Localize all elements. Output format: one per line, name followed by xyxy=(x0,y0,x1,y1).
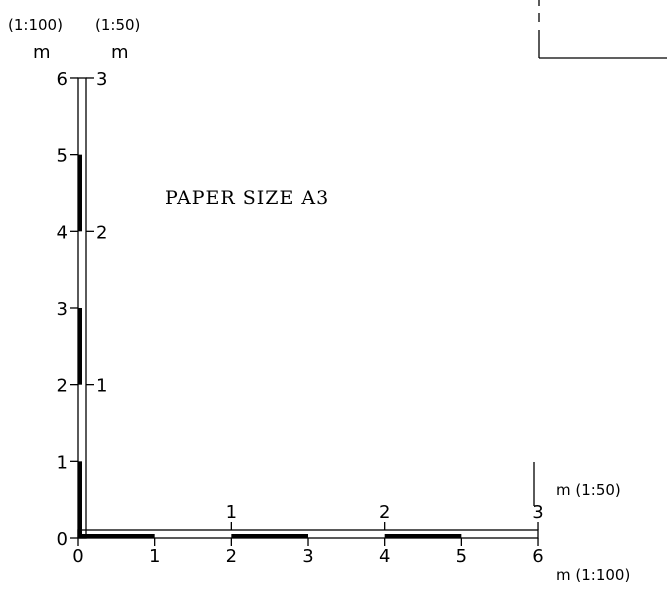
frame-corner xyxy=(538,0,667,59)
horizontal-tick-label-100-6: 6 xyxy=(532,546,543,567)
vertical-tick-label-100-6: 6 xyxy=(57,69,68,90)
vertical-tick-label-100-0: 0 xyxy=(57,529,68,550)
vertical-tick-label-50-1: 1 xyxy=(96,376,107,397)
vertical-tick-label-100-4: 4 xyxy=(57,222,68,243)
unit-50-label: m xyxy=(111,42,129,63)
vertical-tick-label-100-1: 1 xyxy=(57,452,68,473)
vertical-fill-segment-2 xyxy=(78,154,82,232)
horizontal-tick-label-100-1: 1 xyxy=(149,546,160,567)
horizontal-scale-bar: 0 1 2 3 4 5 6 1 2 3 m (1:50) m (1:100) xyxy=(72,462,630,584)
horizontal-ticks-1-100: 0 1 2 3 4 5 6 xyxy=(72,538,544,567)
horizontal-fill-segments xyxy=(78,534,462,538)
vertical-fill-segment-0 xyxy=(78,461,82,538)
horizontal-tick-label-100-4: 4 xyxy=(379,546,390,567)
horizontal-tick-label-50-1: 1 xyxy=(226,502,237,523)
vertical-tick-label-50-3: 3 xyxy=(96,69,107,90)
vertical-ticks-1-100: 0 1 2 3 4 5 6 xyxy=(57,69,78,550)
horizontal-unit-100-label: m (1:100) xyxy=(556,566,630,584)
unit-100-label: m xyxy=(33,42,51,63)
vertical-tick-label-50-2: 2 xyxy=(96,222,107,243)
vertical-ticks-1-50: 1 2 3 xyxy=(86,69,107,397)
vertical-tick-label-100-5: 5 xyxy=(57,146,68,167)
vertical-fill-segments xyxy=(78,154,82,538)
vertical-fill-segment-1 xyxy=(78,307,82,385)
scale-100-label: (1:100) xyxy=(8,16,63,34)
vertical-tick-label-100-2: 2 xyxy=(57,376,68,397)
horizontal-tick-label-100-0: 0 xyxy=(72,546,83,567)
vertical-tick-label-100-3: 3 xyxy=(57,299,68,320)
horizontal-tick-label-100-2: 2 xyxy=(226,546,237,567)
horizontal-unit-50-label: m (1:50) xyxy=(556,481,621,499)
vertical-scale-bar: 0 1 2 3 4 5 6 1 2 3 xyxy=(57,69,108,550)
paper-size-label: PAPER SIZE A3 xyxy=(165,187,329,209)
horizontal-fill-segment-2 xyxy=(384,534,462,538)
scale-50-label: (1:50) xyxy=(95,16,140,34)
horizontal-fill-segment-0 xyxy=(78,534,155,538)
horizontal-ticks-1-50: 1 2 3 xyxy=(226,502,544,530)
horizontal-fill-segment-1 xyxy=(231,534,309,538)
horizontal-tick-label-50-2: 2 xyxy=(379,502,390,523)
horizontal-tick-label-50-3: 3 xyxy=(532,502,543,523)
horizontal-tick-label-100-3: 3 xyxy=(302,546,313,567)
horizontal-tick-label-100-5: 5 xyxy=(456,546,467,567)
